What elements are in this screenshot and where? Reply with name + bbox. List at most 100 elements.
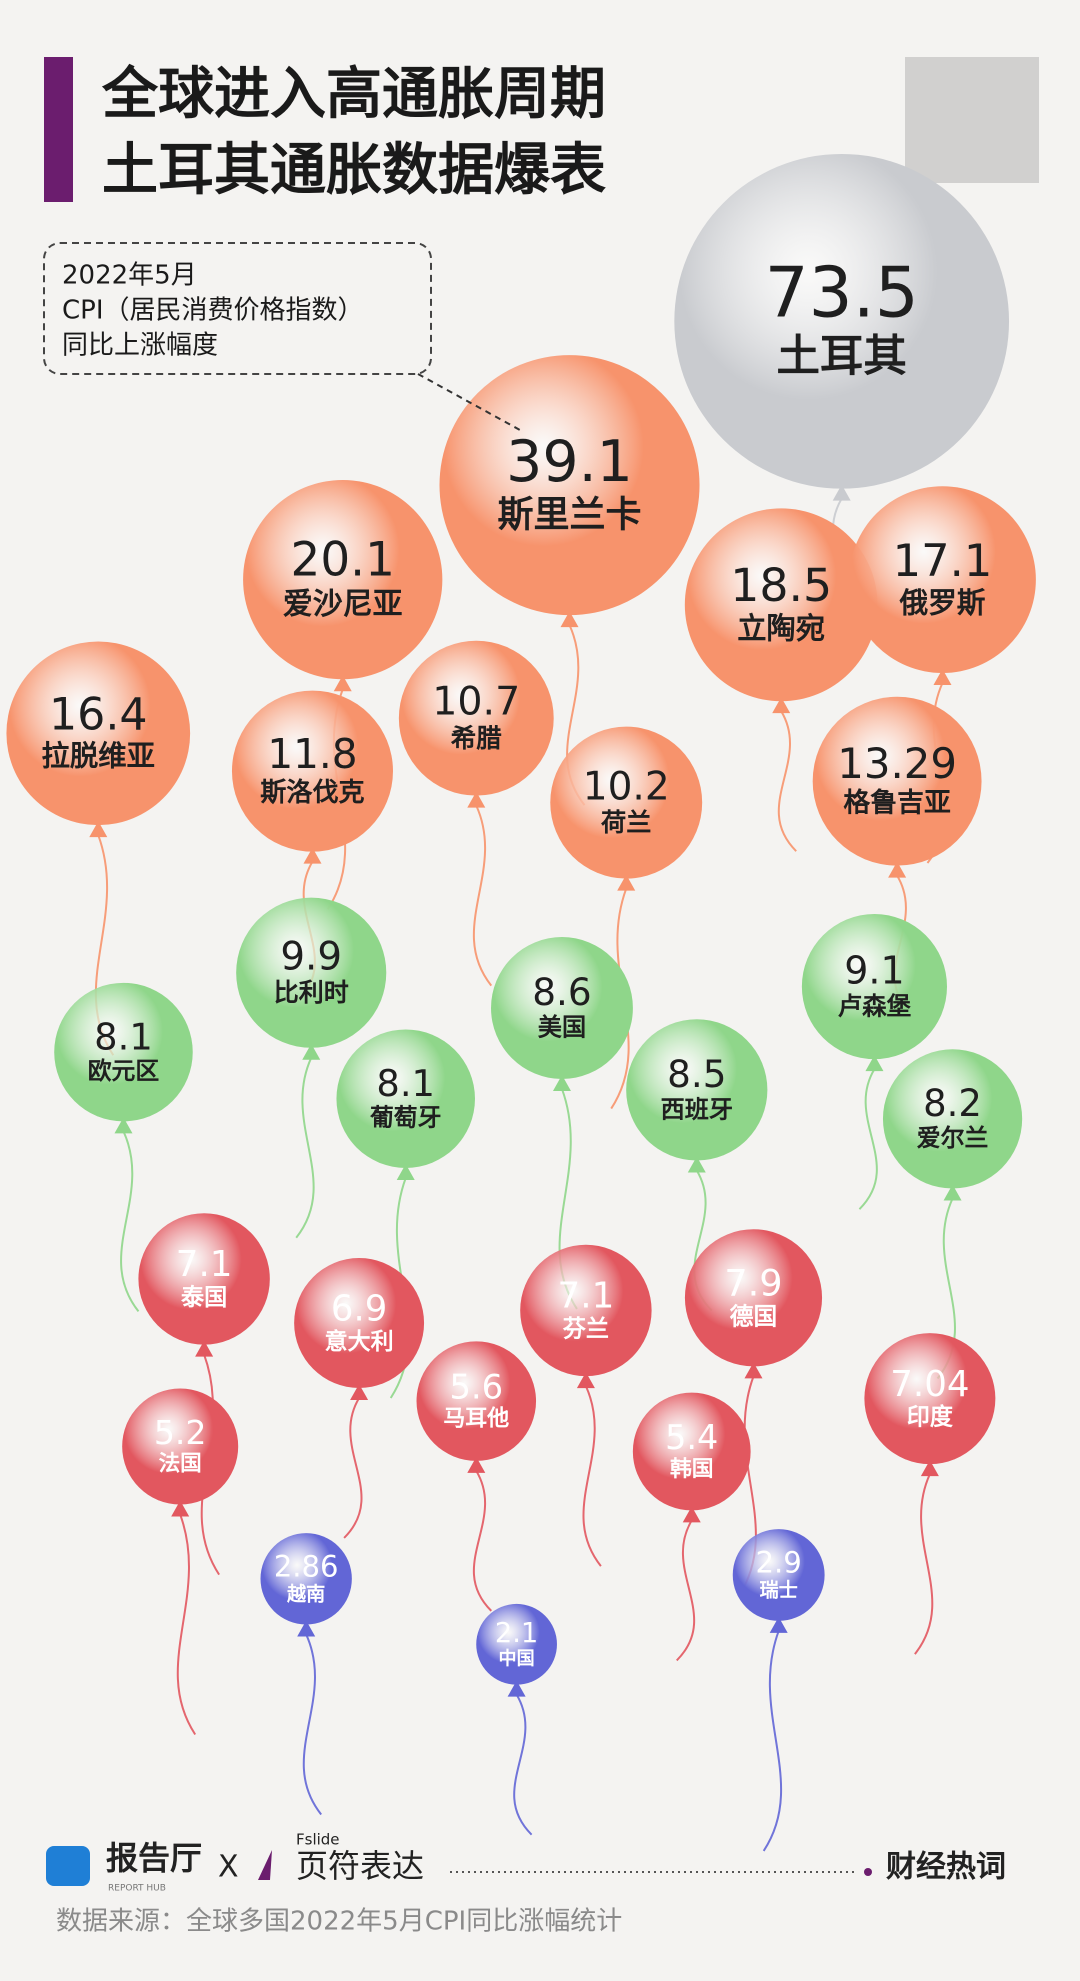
category-label: 泰国 [180,1284,227,1311]
balloon-string [472,1470,492,1612]
value-label: 2.9 [756,1545,802,1579]
balloon-string [302,1634,322,1816]
balloon [626,1019,768,1161]
category-label: 斯里兰卡 [498,494,642,535]
balloon [632,1392,751,1511]
balloon-knot [302,1043,321,1060]
balloon [236,897,387,1048]
balloon [491,937,633,1079]
tag: 财经热词 [886,1850,1006,1885]
value-label: 8.5 [667,1052,726,1096]
balloon-knot [303,847,322,864]
value-label: 16.4 [49,690,148,741]
balloon-knot [687,1156,706,1173]
balloon [684,1229,823,1367]
balloon-knot [933,668,952,685]
category-label: 爱尔兰 [917,1124,989,1152]
value-label: 7.1 [558,1276,615,1317]
balloon [801,914,948,1060]
footer: 报告厅 REPORT HUB X Fslide 页符表达 财经热词 数据来源：全… [46,1831,1006,1937]
title-line: 土耳其通胀数据爆表 [102,138,606,203]
value-label: 2.1 [495,1618,538,1649]
balloon-string [295,1057,315,1239]
balloon-knot [297,1620,316,1637]
category-label: 德国 [730,1302,777,1330]
brand-sub: REPORT HUB [108,1884,166,1894]
balloon [439,355,700,616]
balloon-string [120,1130,140,1312]
separator-x: X [218,1850,239,1885]
balloon-string [762,1630,783,1852]
balloon [54,982,193,1122]
balloon-knot [943,1184,962,1201]
category-label: 斯洛伐克 [260,777,364,808]
category-label: 韩国 [670,1456,714,1482]
balloon [684,508,878,702]
value-label: 18.5 [730,558,832,612]
category-label: 土耳其 [776,332,906,382]
value-label: 11.8 [267,730,357,778]
value-label: 8.1 [94,1015,153,1058]
balloon [416,1341,537,1461]
balloon-string [858,1068,878,1210]
value-label: 7.1 [176,1244,233,1285]
annotation-line: CPI（居民消费价格指数） [62,296,364,326]
category-label: 立陶宛 [737,611,825,645]
category-label: 印度 [907,1404,954,1431]
balloon-string [777,710,797,852]
balloon [674,153,1010,489]
balloon-knot [114,1117,133,1134]
category-label: 比利时 [274,978,349,1007]
balloon-knot [552,1074,571,1091]
balloon [243,479,443,680]
balloon-string [472,805,493,987]
value-label: 5.2 [154,1413,207,1452]
category-label: 俄罗斯 [898,585,985,619]
value-label: 39.1 [506,429,633,495]
category-label: 意大利 [325,1328,394,1355]
balloon [122,1388,239,1505]
balloon-knot [865,1055,884,1072]
balloon-string [513,1694,533,1836]
balloon [231,690,393,852]
balloon-knot [576,1372,595,1389]
value-label: 7.04 [890,1364,969,1405]
brand: 报告厅 [106,1839,202,1877]
value-label: 9.1 [844,949,904,993]
value-label: 17.1 [893,534,993,587]
value-label: 5.6 [449,1368,503,1407]
balloon [732,1529,825,1621]
category-label: 瑞士 [760,1579,798,1602]
category-label: 格鲁吉亚 [843,788,951,819]
category-label: 爱沙尼亚 [283,587,403,622]
category-label: 希腊 [451,724,502,754]
category-label: 卢森堡 [838,991,912,1020]
category-label: 葡萄牙 [369,1103,442,1131]
balloon-knot [350,1383,369,1400]
balloon-knot [507,1680,526,1697]
value-label: 13.29 [837,739,957,788]
value-label: 73.5 [765,253,919,333]
category-label: 芬兰 [563,1316,609,1343]
balloon-knot [467,1456,486,1473]
source: 数据来源：全球多国2022年5月CPI同比涨幅统计 [56,1907,622,1937]
balloon [6,641,191,826]
balloon-knot [617,874,636,891]
balloon-knot [171,1500,190,1517]
category-label: 美国 [538,1014,586,1042]
balloon-knot [888,861,907,878]
brand-logo [46,1846,90,1886]
balloon [294,1258,425,1388]
annotation-pointer [417,373,521,431]
title-line: 全球进入高通胀周期 [101,62,606,127]
balloon [520,1244,652,1377]
value-label: 9.9 [280,934,342,979]
value-label: 8.2 [923,1082,982,1125]
balloon [398,640,554,796]
category-label: 欧元区 [88,1057,160,1085]
category-label: 拉脱维亚 [42,740,155,773]
value-label: 10.7 [432,679,520,725]
